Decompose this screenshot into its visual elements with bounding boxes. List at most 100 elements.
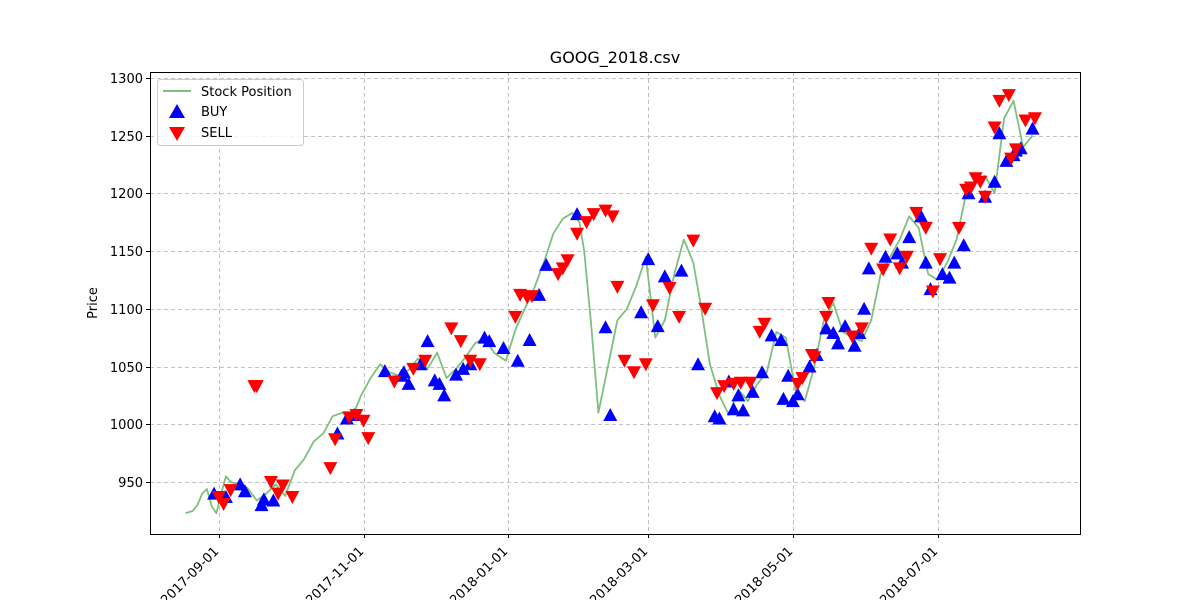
buy-marker	[449, 367, 464, 381]
sell-marker	[605, 210, 620, 224]
sell-marker	[555, 262, 570, 276]
sell-marker	[387, 375, 402, 389]
buy-marker	[755, 365, 770, 379]
buy-marker	[456, 361, 471, 375]
sell-marker	[864, 242, 879, 256]
sell-marker	[672, 310, 687, 324]
buy-marker	[657, 269, 672, 283]
y-tick-label: 1300	[110, 72, 143, 87]
sell-marker	[617, 354, 632, 368]
sell-marker	[819, 310, 834, 324]
sell-marker	[570, 227, 585, 241]
buy-marker	[890, 246, 905, 260]
buy-marker	[847, 338, 862, 352]
sell-marker	[524, 290, 539, 304]
sell-marker	[845, 330, 860, 344]
buy-marker	[956, 238, 971, 252]
sell-marker	[263, 476, 278, 490]
sell-marker	[271, 487, 286, 501]
sell-marker	[662, 281, 677, 295]
sell-marker	[1018, 114, 1033, 128]
sell-marker	[717, 380, 732, 394]
buy-marker	[961, 186, 976, 200]
buy-marker	[878, 249, 893, 263]
buy-marker	[396, 365, 411, 379]
sell-marker	[463, 354, 478, 368]
sell-marker	[349, 409, 364, 423]
sell-marker	[795, 372, 810, 386]
sell-marker	[876, 263, 891, 277]
buy-marker	[510, 353, 525, 367]
buy-marker	[401, 376, 416, 390]
buy-marker	[790, 387, 805, 401]
buy-marker	[482, 334, 497, 348]
sell-marker	[909, 206, 924, 220]
sell-marker	[444, 322, 459, 336]
sell-marker	[973, 175, 988, 189]
sell-marker	[743, 376, 758, 390]
buy-marker	[838, 319, 853, 333]
sell-marker	[752, 325, 767, 339]
buy-marker	[826, 326, 841, 340]
sell-marker	[933, 253, 948, 267]
buy-marker	[634, 305, 649, 319]
buy-marker	[598, 320, 613, 334]
buy-marker	[641, 252, 656, 266]
legend-label-buy: BUY	[201, 105, 227, 120]
buy-marker	[764, 328, 779, 342]
plot-frame	[150, 72, 1081, 535]
buy-marker	[947, 255, 962, 269]
legend-buy-marker-icon	[169, 104, 185, 118]
sell-marker	[361, 432, 376, 446]
sell-marker	[275, 479, 290, 493]
sell-marker	[757, 317, 772, 331]
sell-marker	[579, 216, 594, 230]
sell-marker	[854, 322, 869, 336]
buy-marker	[1025, 121, 1040, 135]
sell-marker	[586, 208, 601, 222]
buy-marker	[914, 209, 929, 223]
sell-marker	[453, 335, 468, 349]
chart-title: GOOG_2018.csv	[550, 48, 680, 68]
sell-marker	[598, 204, 613, 218]
sell-marker	[216, 497, 231, 511]
legend: Stock Position BUY SELL	[157, 79, 304, 146]
buy-marker	[776, 391, 791, 405]
sell-marker	[733, 376, 748, 390]
buy-marker	[861, 261, 876, 275]
buy-marker	[432, 376, 447, 390]
sell-marker	[328, 433, 343, 447]
sell-marker	[560, 254, 575, 268]
sell-marker	[978, 190, 993, 204]
legend-label-stock-position: Stock Position	[201, 85, 292, 100]
buy-marker	[731, 388, 746, 402]
sell-marker	[963, 181, 978, 195]
sell-marker	[1008, 143, 1023, 157]
buy-marker	[802, 359, 817, 373]
buy-marker	[603, 408, 618, 422]
grid-lines	[150, 72, 1080, 534]
buy-marker	[256, 492, 271, 506]
buy-marker	[237, 484, 252, 498]
y-axis-label: Price	[86, 287, 101, 319]
buy-marker	[496, 341, 511, 355]
buy-marker	[266, 493, 281, 507]
buy-marker	[539, 257, 554, 271]
buy-marker	[819, 321, 834, 335]
sell-marker	[626, 366, 641, 380]
buy-marker	[650, 319, 665, 333]
buy-marker	[736, 403, 751, 417]
buy-marker	[522, 332, 537, 346]
sell-marker	[698, 302, 713, 316]
buy-marker	[918, 255, 933, 269]
buy-marker	[691, 357, 706, 371]
sell-marker	[1027, 112, 1042, 126]
legend-label-sell: SELL	[201, 126, 233, 141]
buy-marker	[745, 384, 760, 398]
buy-marker	[712, 411, 727, 425]
buy-marker	[532, 287, 547, 301]
sell-marker	[686, 234, 701, 248]
buy-marker	[857, 301, 872, 315]
sell-marker	[610, 280, 625, 294]
